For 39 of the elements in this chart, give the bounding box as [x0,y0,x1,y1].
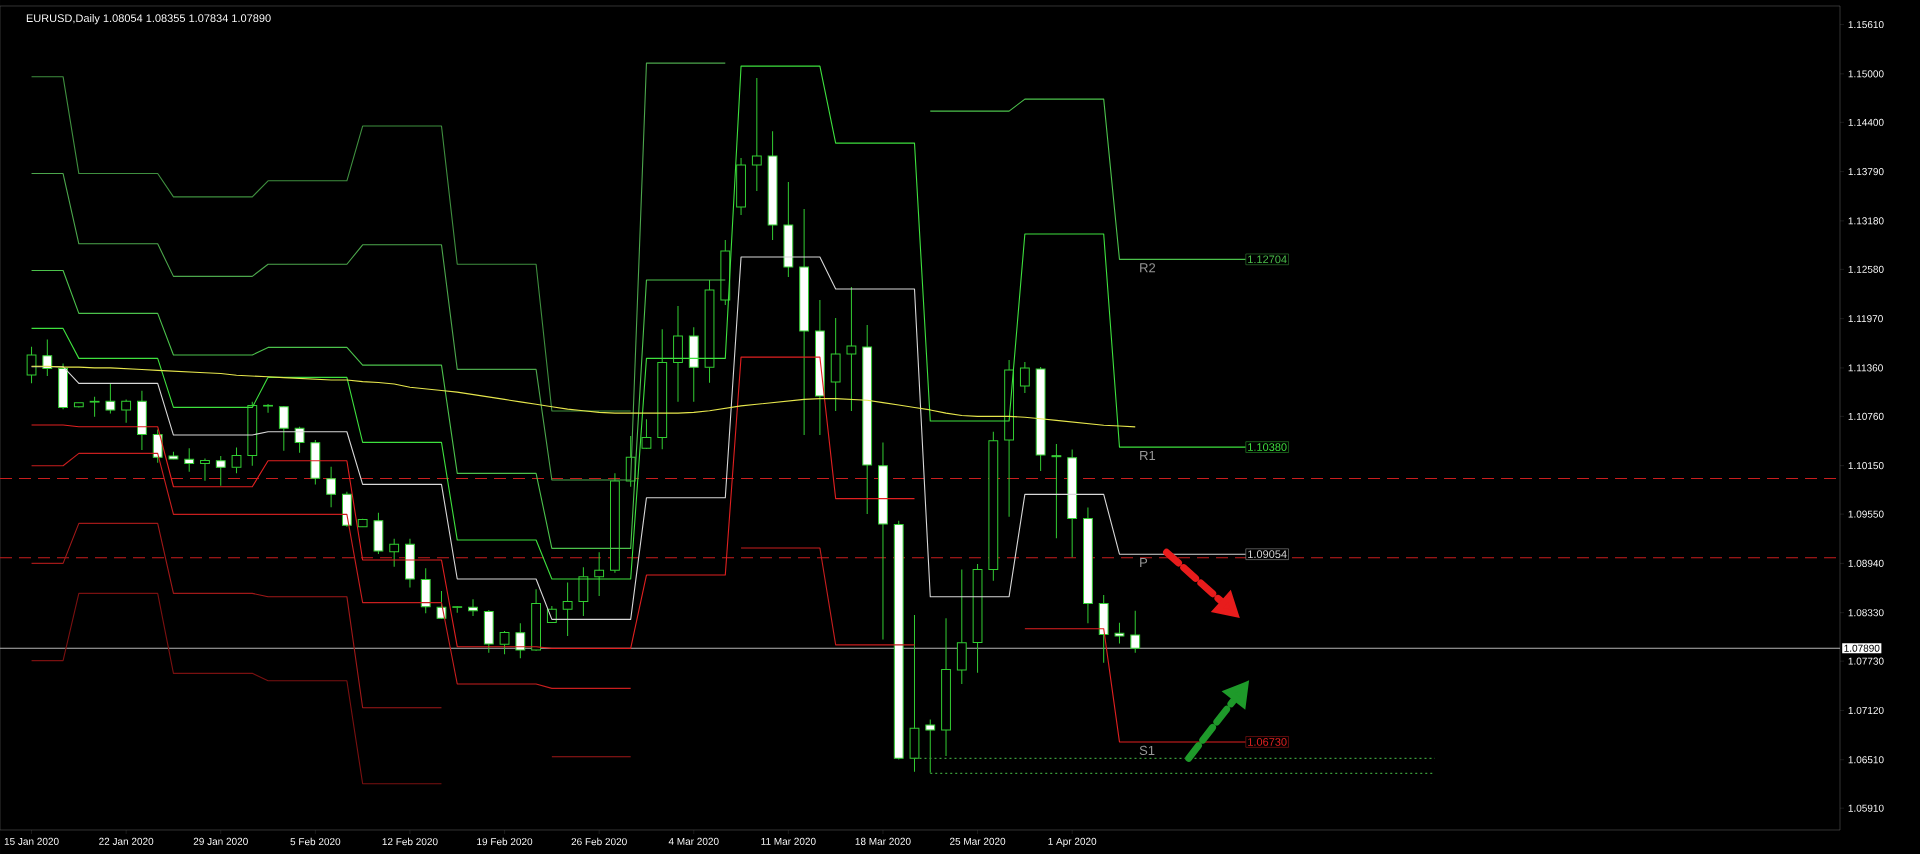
data-label: 1.12704 [1248,255,1287,264]
x-tick-label: 4 Mar 2020 [668,837,719,845]
x-tick-label: 19 Feb 2020 [477,837,533,846]
y-tick-label: 1.10150 [1848,462,1884,470]
y-tick-label: 1.15610 [1848,21,1884,29]
y-tick-label: 1.13790 [1848,168,1884,176]
x-tick-label: 29 Jan 2020 [193,837,248,845]
x-tick-label: 5 Feb 2020 [290,837,341,846]
data-label: 1.10380 [1248,443,1287,451]
y-tick-label: 1.14400 [1848,118,1884,126]
text: EURUSD,Daily 1.08054 1.08355 1.07834 1.07890 [26,13,271,25]
y-tick-label: 1.12580 [1848,265,1884,273]
y-tick-label: 1.10760 [1848,412,1884,420]
y-tick-label: 1.09550 [1848,510,1884,518]
y-tick-label: 1.05910 [1848,804,1884,812]
x-tick-label: 11 Mar 2020 [761,837,816,845]
x-tick-label: 12 Feb 2020 [382,837,438,846]
x-tick-label: 18 Mar 2020 [855,837,911,845]
series-label: P [1140,558,1148,568]
y-tick-label: 1.07730 [1848,657,1884,665]
y-tick-label: 1.15000 [1848,70,1884,78]
data-label: 1.09054 [1248,550,1287,559]
y-tick-label: 1.08940 [1848,559,1884,567]
y-tick-label: 1.13180 [1848,217,1884,225]
y-tick-label: 1.07120 [1848,706,1884,714]
series-label: S1 [1139,745,1155,756]
x-tick-label: 25 Mar 2020 [949,837,1006,845]
x-tick-label: 22 Jan 2020 [99,837,154,845]
ref-line-label: 1.07890 [1844,644,1880,652]
y-tick-label: 1.08330 [1848,609,1884,617]
x-tick-label: 26 Feb 2020 [571,837,627,846]
x-tick-label: 1 Apr 2020 [1048,837,1097,847]
series-label: R1 [1140,450,1156,460]
y-tick-label: 1.11970 [1848,315,1883,323]
data-label: 1.06730 [1248,738,1287,746]
y-tick-label: 1.11360 [1848,364,1883,372]
series-label: R2 [1140,263,1156,273]
y-tick-label: 1.06510 [1848,756,1884,764]
x-tick-label: 15 Jan 2020 [4,837,59,845]
